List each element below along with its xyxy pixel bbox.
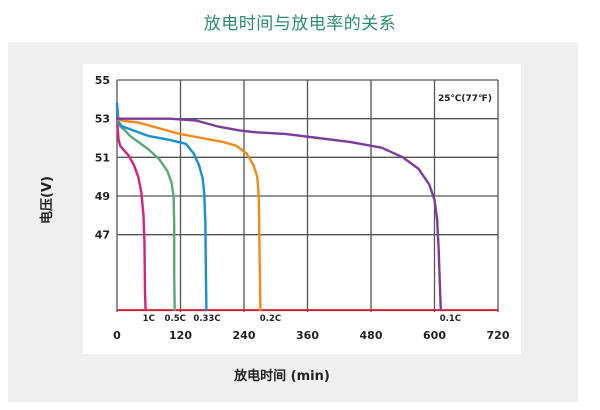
x-tick-label: 720 xyxy=(487,329,510,342)
series-line-0.5C xyxy=(115,102,176,312)
temperature-annotation: 25℃(77℉) xyxy=(438,94,492,104)
series-label: 0.33C xyxy=(193,314,220,324)
x-tick-label: 480 xyxy=(360,329,383,342)
y-axis-title: 电压(V) xyxy=(39,176,55,224)
y-tick-label: 49 xyxy=(95,190,110,203)
x-tick-label: 600 xyxy=(423,329,446,342)
series-label: 0.5C xyxy=(165,314,186,324)
series-layer xyxy=(115,102,442,312)
chart-panel: 0 120 240 360 480 600 720 55 53 51 49 47 1C 0.5C 0.33… xyxy=(8,42,578,402)
x-axis-title: 放电时间 (min) xyxy=(233,368,330,384)
chart-svg: 0 120 240 360 480 600 720 55 53 51 49 47 1C 0.5C 0.33… xyxy=(39,64,521,384)
series-line-0.1C xyxy=(115,117,442,312)
page-title: 放电时间与放电率的关系 xyxy=(203,14,397,34)
y-tick-label: 47 xyxy=(95,229,110,242)
tick-layer: 0 120 240 360 480 600 720 55 53 51 49 47 xyxy=(95,74,510,342)
series-line-1C xyxy=(115,103,147,312)
series-line-0.33C xyxy=(115,102,208,312)
series-label: 1C xyxy=(143,314,155,324)
series-label: 0.1C xyxy=(440,314,461,324)
y-tick-label: 55 xyxy=(95,74,110,87)
y-tick-label: 51 xyxy=(95,151,110,164)
x-tick-label: 120 xyxy=(169,329,192,342)
x-tick-label: 360 xyxy=(296,329,319,342)
series-line-0.2C xyxy=(115,117,262,312)
plot-background xyxy=(83,64,521,354)
x-tick-label: 0 xyxy=(113,329,121,342)
x-tick-label: 240 xyxy=(233,329,256,342)
y-tick-label: 53 xyxy=(95,113,110,126)
series-label: 0.2C xyxy=(260,314,281,324)
label-layer: 1C 0.5C 0.33C 0.2C 0.1C xyxy=(143,314,461,324)
